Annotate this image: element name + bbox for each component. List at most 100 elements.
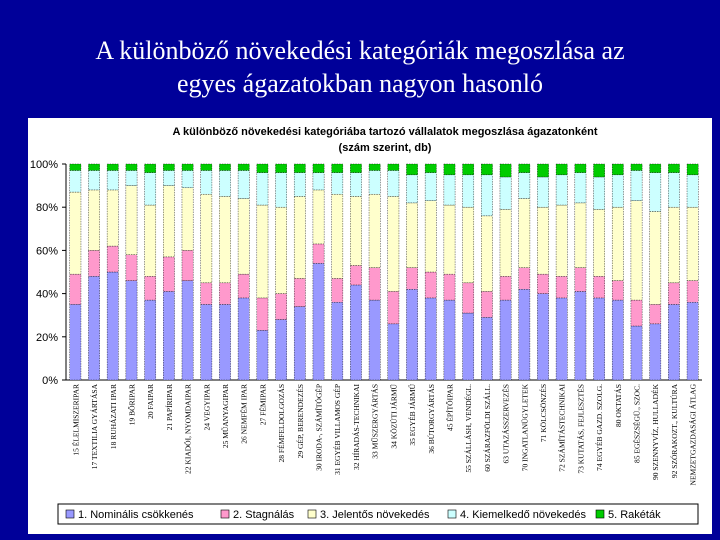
bar-segment-2-2	[88, 250, 100, 277]
x-tick-label: 35 EGYÉB JÁRMŰ	[407, 383, 417, 445]
x-tick-label: 21 PAPÍRIPAR	[164, 384, 174, 430]
bar-segment-3-31	[630, 200, 643, 301]
bar-segment-1-2	[88, 276, 100, 381]
x-tick-label: 28 FÉMFELDOLGOZÁS	[276, 384, 286, 463]
bar-segment-3-28	[574, 202, 587, 268]
bar-segment-2-21	[443, 273, 456, 301]
bar-segment-5-25	[518, 163, 531, 173]
bar-segment-5-29	[593, 163, 605, 178]
bar-segment-5-8	[200, 163, 213, 171]
x-tick-label: 22 KIADÓI, NYOMDAIPAR	[183, 384, 193, 474]
bar-segment-1-1	[69, 304, 82, 381]
bar-segment-3-1	[69, 191, 82, 275]
x-tick-label: 33 MŰSZERGYÁRTÁS	[370, 384, 380, 459]
y-tick-label: 60%	[36, 245, 58, 257]
bar-segment-3-21	[443, 204, 456, 275]
x-tick-label: 25 MŰANYAGIPAR	[220, 384, 230, 448]
bar-segment-2-3	[106, 245, 119, 273]
bar-segment-2-30	[612, 280, 624, 301]
bar-segment-2-20	[424, 271, 437, 299]
x-tick-label: 70 INGATLANÜGYLETEK	[520, 383, 529, 471]
bar-segment-4-26	[537, 176, 549, 208]
x-tick-label: 63 UTAZÁSSZERVEZÉS	[501, 384, 511, 463]
bar-segment-2-16	[350, 265, 362, 286]
bar-segment-3-3	[106, 189, 119, 247]
x-tick-label: 85 EGÉSZSÉGÜ., SZOC.	[632, 384, 642, 463]
legend-swatch-1	[65, 509, 75, 519]
bar-segment-3-18	[387, 196, 400, 292]
bar-segment-4-21	[443, 174, 456, 206]
bar-segment-2-17	[368, 267, 381, 301]
bar-segment-3-16	[350, 196, 362, 266]
bar-segment-1-19	[406, 289, 418, 381]
x-tick-label: 32 HÍRADÁS-TECHNIKAI	[351, 384, 361, 471]
bar-segment-3-30	[612, 206, 624, 281]
bar-segment-3-23	[481, 215, 493, 292]
bar-segment-4-17	[368, 170, 381, 195]
bar-segment-5-14	[312, 163, 325, 173]
x-tick-label: 55 SZÁLLÁSH, VENDÉGL.	[463, 384, 473, 473]
bar-segment-4-30	[612, 174, 624, 208]
bar-segment-3-13	[294, 196, 306, 279]
slide-date: 11/29/2020	[44, 494, 94, 505]
bar-segment-3-27	[555, 204, 568, 277]
bar-segment-1-13	[294, 306, 306, 381]
x-tick-label: 31 EGYÉB VILLAMOS GÉP	[332, 384, 342, 475]
bar-segment-1-16	[350, 284, 362, 381]
bar-segment-2-13	[294, 278, 306, 307]
bar-segment-4-34	[686, 174, 699, 208]
bar-segment-3-34	[686, 206, 699, 281]
bar-segment-5-18	[387, 163, 400, 171]
bar-segment-3-32	[649, 211, 662, 305]
chart-svg: A különböző növekedési kategóriába tarto…	[30, 126, 702, 525]
bar-segment-4-14	[312, 172, 325, 191]
legend-label-4: 4. Kiemelkedő növekedés	[460, 509, 586, 521]
bar-segment-2-27	[555, 276, 568, 299]
bar-segment-5-1	[69, 163, 82, 171]
bar-segment-3-17	[368, 194, 381, 268]
bar-segment-1-5	[144, 299, 156, 381]
x-tick-label: 24 VEGYIPAR	[202, 384, 211, 430]
bar-segment-3-8	[200, 194, 213, 283]
bar-segment-4-19	[406, 174, 418, 204]
bar-segment-4-11	[256, 172, 269, 206]
bar-segment-1-22	[462, 312, 474, 381]
x-tick-label: 29 GÉP, BERENDEZÉS	[295, 384, 305, 458]
bar-segment-1-20	[424, 297, 437, 381]
bar-segment-4-9	[219, 170, 231, 197]
x-tick-label: 36 BÚTORGYÁRTÁS	[426, 384, 436, 454]
x-tick-label: 20 FAIPAR	[146, 384, 155, 419]
bar-segment-3-15	[331, 194, 344, 279]
bar-segment-2-1	[69, 273, 82, 305]
bar-segment-4-15	[331, 172, 344, 195]
bar-segment-2-26	[537, 273, 549, 294]
bar-segment-5-28	[574, 163, 587, 173]
bar-segment-2-5	[144, 276, 156, 301]
x-axis-labels: 15 ÉLELMISZERIPAR 17 TEXTILIA GYÁRTÁSA 18 …	[70, 383, 697, 485]
bar-segment-3-2	[88, 189, 100, 251]
legend-label-1: 1. Nominális csökkenés	[78, 509, 194, 521]
legend-swatch-4	[447, 509, 457, 519]
bar-segment-1-3	[106, 271, 119, 381]
bar-segment-5-3	[106, 163, 119, 171]
bar-segment-4-20	[424, 172, 437, 201]
bar-segment-1-17	[368, 299, 381, 381]
bar-segment-1-15	[331, 302, 344, 381]
bar-segment-2-7	[181, 250, 194, 281]
bar-segment-4-4	[125, 170, 138, 186]
legend: 1. Nominális csökkenés 2. Stagnálás 3. Jel…	[57, 503, 699, 525]
bar-segment-5-22	[462, 163, 474, 176]
bar-segment-4-27	[555, 174, 568, 206]
bar-segment-4-2	[88, 170, 100, 191]
bar-segment-3-6	[163, 185, 175, 258]
bar-segment-2-10	[237, 273, 250, 299]
legend-swatch-2	[220, 509, 230, 519]
bar-segment-1-14	[312, 263, 325, 381]
bar-segment-1-21	[443, 299, 456, 381]
bar-segment-3-7	[181, 187, 194, 251]
x-tick-label: 74 EGYÉB GAZD. SZOLG.	[594, 384, 604, 471]
bar-segment-3-24	[499, 209, 512, 277]
bar-segment-2-25	[518, 267, 531, 290]
bar-segment-2-12	[275, 293, 287, 320]
chart-subtitle: (szám szerint, db)	[339, 142, 432, 154]
